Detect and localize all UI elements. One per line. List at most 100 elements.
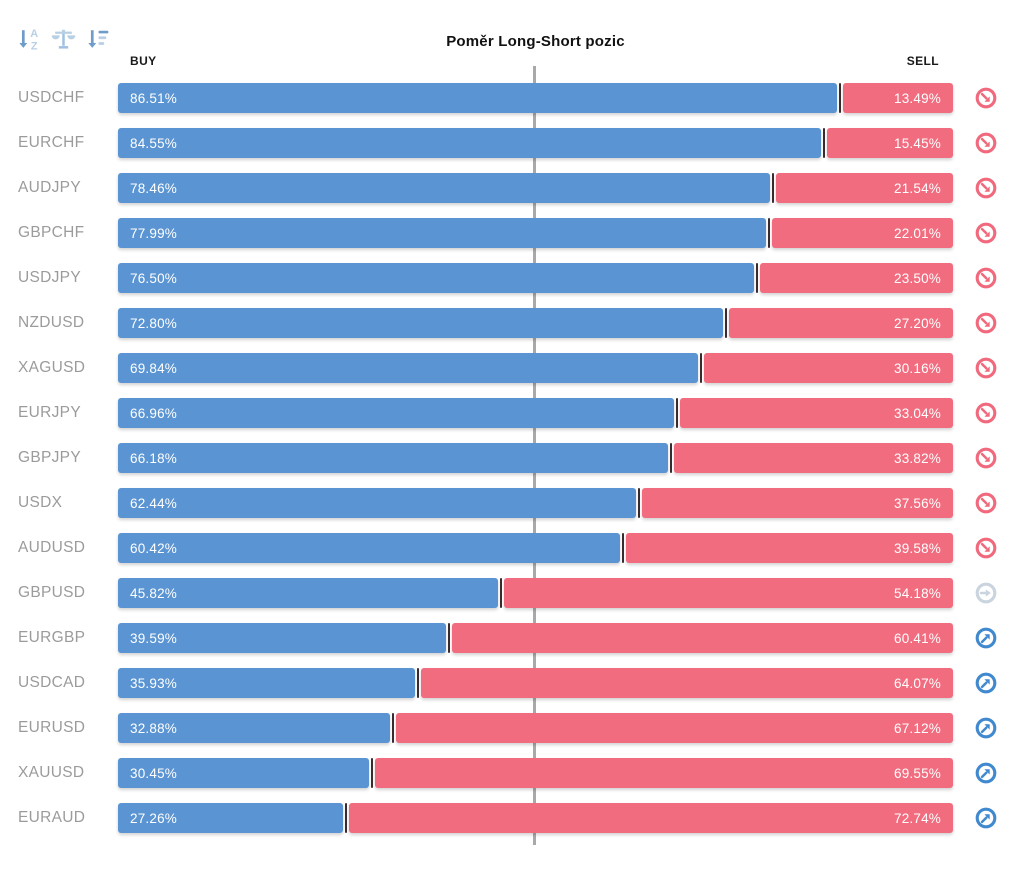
sell-column-header: SELL (906, 54, 939, 68)
sell-percent-label: 64.07% (894, 675, 941, 691)
pair-label: EURAUD (18, 809, 86, 826)
signal-up-icon[interactable] (974, 716, 998, 740)
signal-down-icon[interactable] (974, 221, 998, 245)
signal-down-icon[interactable] (974, 356, 998, 380)
signal-down-icon[interactable] (974, 131, 998, 155)
sell-bar-segment: 30.16% (704, 353, 953, 383)
buy-bar-segment: 62.44% (118, 488, 637, 518)
table-row: USDJPY 76.50% 23.50% (0, 263, 1018, 308)
signal-neutral-icon[interactable] (974, 581, 998, 605)
sell-percent-label: 67.12% (894, 720, 941, 736)
table-row: AUDUSD 60.42% 39.58% (0, 533, 1018, 578)
table-row: USDX 62.44% 37.56% (0, 488, 1018, 533)
signal-down-icon[interactable] (974, 176, 998, 200)
pair-label: GBPCHF (18, 224, 85, 241)
buy-percent-label: 39.59% (130, 630, 177, 646)
pair-label: XAUUSD (18, 764, 85, 781)
buy-bar-segment: 35.93% (118, 668, 415, 698)
buy-percent-label: 77.99% (130, 225, 177, 241)
chart-rows: USDCHF 86.51% 13.49% (0, 83, 1018, 848)
sell-bar-segment: 39.58% (625, 533, 953, 563)
long-short-bar: 45.82% 54.18% (118, 578, 953, 608)
sell-percent-label: 30.16% (894, 360, 941, 376)
table-row: XAGUSD 69.84% 30.16% (0, 353, 1018, 398)
signal-down-icon[interactable] (974, 401, 998, 425)
bar-divider (371, 758, 374, 788)
long-short-bar: 77.99% 22.01% (118, 218, 953, 248)
pair-label: EURUSD (18, 719, 86, 736)
bar-divider (822, 128, 825, 158)
long-short-bar: 35.93% 64.07% (118, 668, 953, 698)
sell-bar-segment: 33.04% (680, 398, 953, 428)
pair-label: USDCAD (18, 674, 86, 691)
signal-down-icon[interactable] (974, 536, 998, 560)
sell-bar-segment: 54.18% (503, 578, 953, 608)
buy-percent-label: 76.50% (130, 270, 177, 286)
sell-percent-label: 72.74% (894, 810, 941, 826)
buy-bar-segment: 86.51% (118, 83, 838, 113)
long-short-bar: 78.46% 21.54% (118, 173, 953, 203)
sell-percent-label: 22.01% (894, 225, 941, 241)
pair-label: EURJPY (18, 404, 81, 421)
signal-down-icon[interactable] (974, 311, 998, 335)
svg-text:A: A (30, 28, 38, 40)
bar-divider (768, 218, 771, 248)
buy-percent-label: 60.42% (130, 540, 177, 556)
long-short-bar: 84.55% 15.45% (118, 128, 953, 158)
long-short-bar: 39.59% 60.41% (118, 623, 953, 653)
sell-bar-segment: 72.74% (348, 803, 953, 833)
long-short-bar: 27.26% 72.74% (118, 803, 953, 833)
pair-label: USDJPY (18, 269, 81, 286)
bar-divider (669, 443, 672, 473)
sell-percent-label: 13.49% (894, 90, 941, 106)
bar-divider (638, 488, 641, 518)
buy-bar-segment: 32.88% (118, 713, 390, 743)
buy-bar-segment: 76.50% (118, 263, 754, 293)
bar-divider (344, 803, 347, 833)
sell-bar-segment: 69.55% (375, 758, 953, 788)
sell-bar-segment: 22.01% (772, 218, 953, 248)
signal-up-icon[interactable] (974, 806, 998, 830)
buy-bar-segment: 72.80% (118, 308, 723, 338)
table-row: EURAUD 27.26% 72.74% (0, 803, 1018, 848)
long-short-bar: 32.88% 67.12% (118, 713, 953, 743)
buy-bar-segment: 66.96% (118, 398, 675, 428)
long-short-bar: 86.51% 13.49% (118, 83, 953, 113)
signal-up-icon[interactable] (974, 761, 998, 785)
buy-bar-segment: 39.59% (118, 623, 446, 653)
sort-alpha-icon: A Z (18, 28, 38, 52)
sell-bar-segment: 13.49% (843, 83, 953, 113)
long-short-bar: 30.45% 69.55% (118, 758, 953, 788)
buy-percent-label: 27.26% (130, 810, 177, 826)
signal-up-icon[interactable] (974, 671, 998, 695)
buy-bar-segment: 66.18% (118, 443, 668, 473)
balance-sort-button[interactable] (49, 25, 77, 52)
sell-bar-segment: 64.07% (421, 668, 953, 698)
buy-bar-segment: 77.99% (118, 218, 767, 248)
table-row: AUDJPY 78.46% 21.54% (0, 173, 1018, 218)
pair-label: GBPUSD (18, 584, 86, 601)
signal-down-icon[interactable] (974, 446, 998, 470)
pair-label: USDCHF (18, 89, 85, 106)
table-row: EURUSD 32.88% 67.12% (0, 713, 1018, 758)
buy-percent-label: 72.80% (130, 315, 177, 331)
sell-percent-label: 37.56% (894, 495, 941, 511)
pair-label: NZDUSD (18, 314, 85, 331)
sell-percent-label: 33.04% (894, 405, 941, 421)
column-headers: BUY SELL (118, 54, 953, 68)
sort-alpha-button[interactable]: A Z (14, 25, 42, 52)
table-row: GBPUSD 45.82% 54.18% (0, 578, 1018, 623)
bar-divider (700, 353, 703, 383)
sort-amount-button[interactable] (84, 25, 112, 52)
sell-bar-segment: 23.50% (759, 263, 953, 293)
table-row: NZDUSD 72.80% 27.20% (0, 308, 1018, 353)
signal-down-icon[interactable] (974, 86, 998, 110)
long-short-bar: 69.84% 30.16% (118, 353, 953, 383)
signal-down-icon[interactable] (974, 491, 998, 515)
bar-divider (676, 398, 679, 428)
bar-divider (499, 578, 502, 608)
pair-label: AUDUSD (18, 539, 86, 556)
signal-up-icon[interactable] (974, 626, 998, 650)
signal-down-icon[interactable] (974, 266, 998, 290)
sell-percent-label: 15.45% (894, 135, 941, 151)
